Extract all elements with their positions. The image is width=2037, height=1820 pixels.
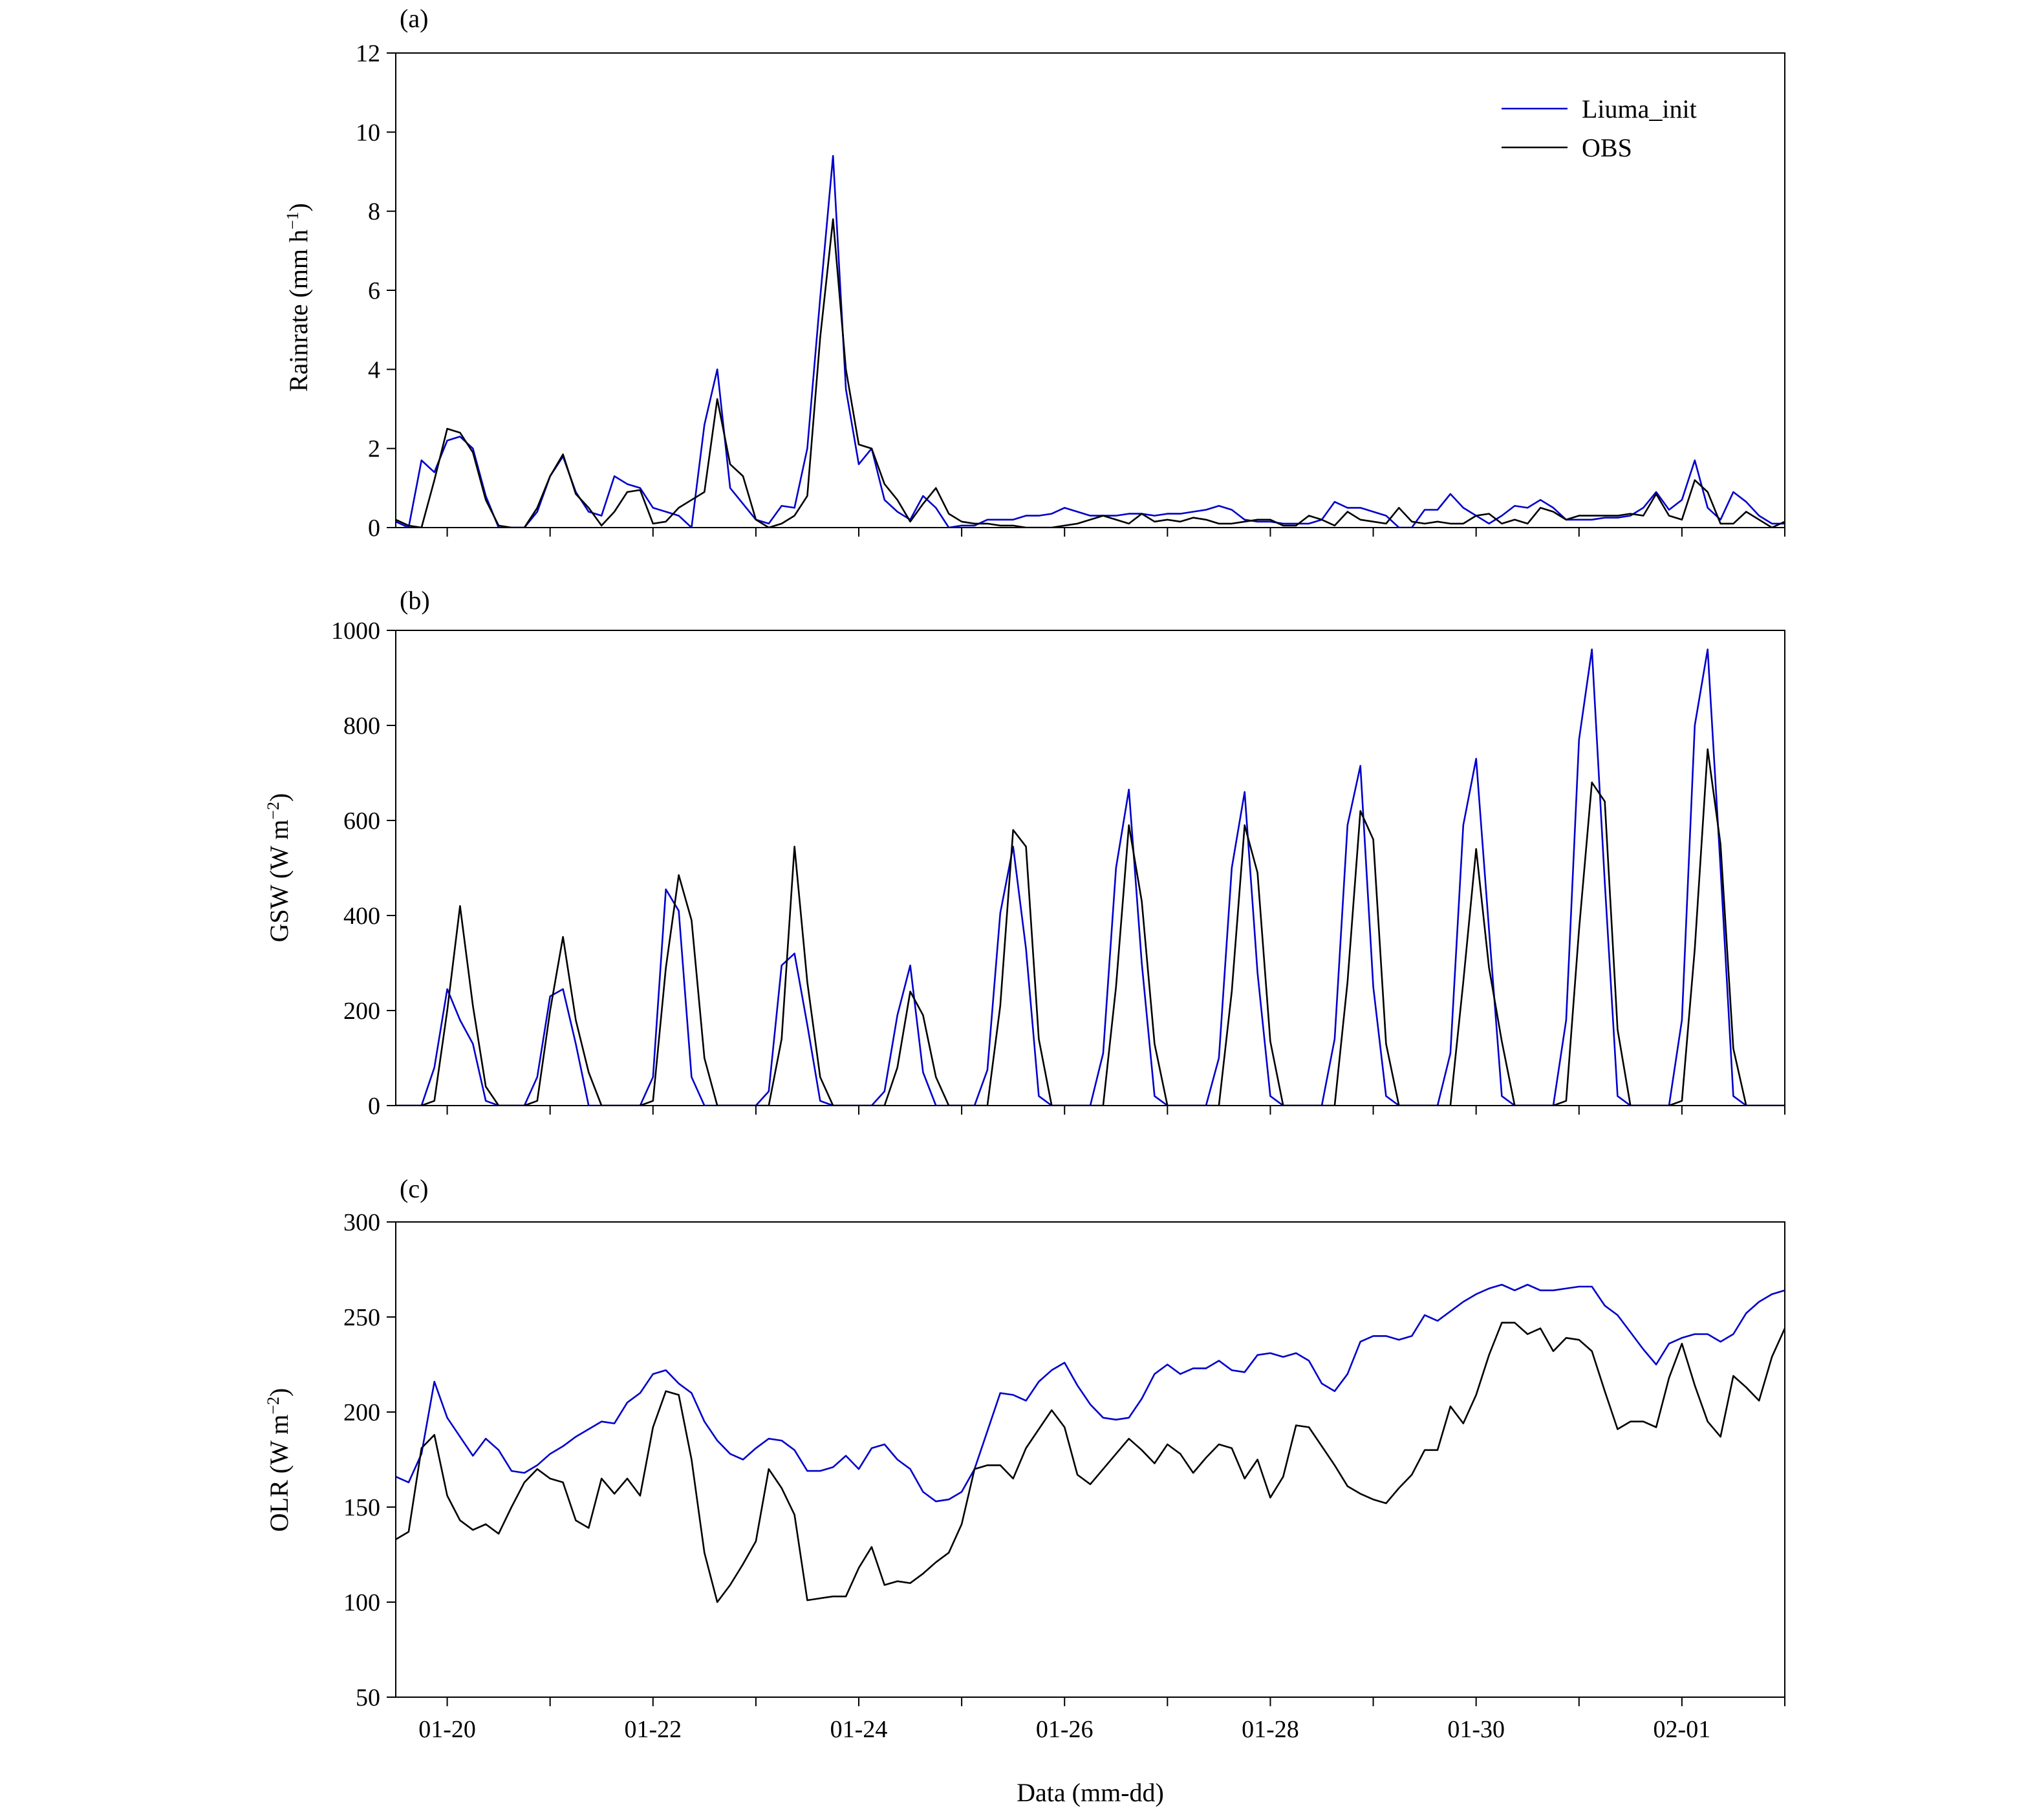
- x-axis-title: Data (mm-dd): [1017, 1778, 1164, 1807]
- plot-frame-c: [395, 1221, 1785, 1698]
- y-tick-label: 150: [343, 1494, 380, 1521]
- x-axis-ticks-a: [446, 528, 1785, 537]
- x-axis-ticks-c: [446, 1697, 1785, 1706]
- y-tick-label: 100: [343, 1589, 380, 1616]
- y-axis-title-b: GSW (W m−2): [264, 793, 294, 943]
- y-tick-label: 400: [343, 903, 380, 930]
- plot-frame-b: [395, 630, 1785, 1106]
- panel-a-rainrate: (a) Rainrate (mm h−1) 0 2 4 6 8 10 12 Liuma_in…: [283, 4, 1785, 542]
- plot-frame-a: [395, 52, 1785, 528]
- y-tick-label: 8: [368, 198, 380, 226]
- panel-label-a: (a): [400, 4, 428, 33]
- y-tick-label: 600: [343, 808, 380, 835]
- x-axis-tick-labels: 01-20 01-22 01-24 01-26 01-28 01-30 02-01: [418, 1716, 1710, 1743]
- x-tick-label: 01-26: [1036, 1716, 1094, 1743]
- y-tick-label: 50: [356, 1684, 380, 1711]
- series-line-obs: [396, 748, 1785, 1106]
- y-tick-label: 200: [343, 998, 380, 1025]
- y-tick-label: 0: [368, 515, 380, 542]
- panel-label-b: (b): [400, 586, 430, 615]
- y-tick-label: 800: [343, 712, 380, 740]
- series-group-a: [396, 155, 1785, 528]
- y-tick-label: 2: [368, 436, 380, 463]
- series-line-obs: [396, 1322, 1785, 1603]
- y-tick-label: 4: [368, 356, 380, 383]
- y-tick-label: 12: [356, 40, 380, 67]
- y-tick-label: 1000: [331, 617, 380, 645]
- y-axis-title-a: Rainrate (mm h−1): [283, 203, 313, 392]
- x-tick-label: 01-20: [418, 1716, 476, 1743]
- y-tick-label: 0: [368, 1093, 380, 1120]
- legend-label-obs: OBS: [1582, 133, 1632, 162]
- legend: Liuma_init OBS: [1502, 94, 1697, 162]
- series-line-liuma-init: [396, 1283, 1785, 1503]
- x-tick-label: 02-01: [1654, 1716, 1711, 1743]
- y-axis-ticks-b: 0 200 400 600 800 1000: [331, 617, 396, 1120]
- y-axis-ticks-a: 0 2 4 6 8 10 12: [356, 40, 396, 542]
- x-tick-label: 01-30: [1447, 1716, 1505, 1743]
- series-group-c: [396, 1283, 1785, 1603]
- legend-label-liuma: Liuma_init: [1582, 94, 1697, 123]
- y-tick-label: 10: [356, 119, 380, 146]
- series-line-obs: [396, 218, 1785, 528]
- y-tick-label: 6: [368, 277, 380, 305]
- x-tick-label: 01-24: [830, 1716, 888, 1743]
- y-axis-ticks-c: 50 100 150 200 250 300: [343, 1209, 396, 1711]
- series-group-b: [396, 648, 1785, 1106]
- panel-b-gsw: (b) GSW (W m−2) 0 200 400 600 800 1000: [264, 586, 1785, 1120]
- x-tick-label: 01-22: [624, 1716, 682, 1743]
- y-tick-label: 300: [343, 1209, 380, 1236]
- y-tick-label: 200: [343, 1399, 380, 1426]
- y-tick-label: 250: [343, 1304, 380, 1331]
- panel-label-c: (c): [400, 1174, 428, 1203]
- x-tick-label: 01-28: [1242, 1716, 1299, 1743]
- x-axis-ticks-b: [446, 1106, 1785, 1115]
- series-line-liuma-init: [396, 648, 1785, 1106]
- series-line-liuma-init: [396, 155, 1785, 528]
- y-axis-title-c: OLR (W m−2): [264, 1388, 294, 1532]
